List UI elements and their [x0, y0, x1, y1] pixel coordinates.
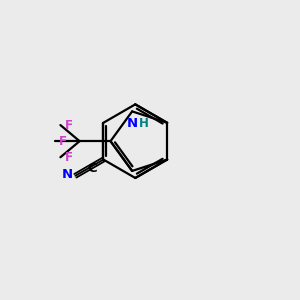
Text: C: C — [87, 162, 97, 175]
Text: N: N — [62, 168, 73, 181]
Text: H: H — [139, 117, 148, 130]
Text: F: F — [59, 135, 67, 148]
Text: F: F — [65, 118, 73, 132]
Text: F: F — [65, 151, 73, 164]
Text: N: N — [127, 117, 138, 130]
